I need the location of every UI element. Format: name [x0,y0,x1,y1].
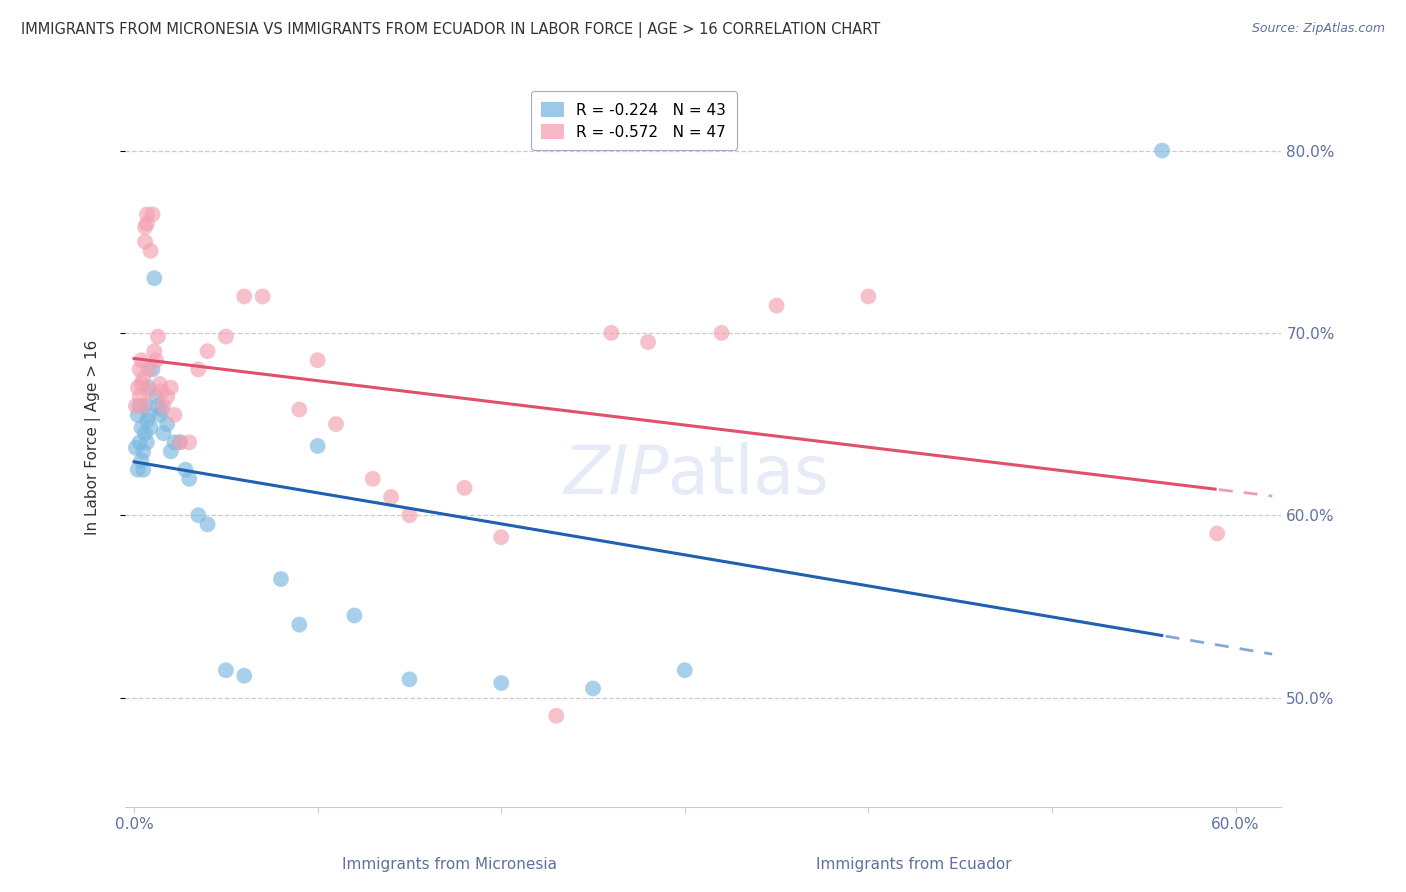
Point [149,376,172,391]
Text: atlas: atlas [668,442,830,508]
Point [145,390,167,404]
Point [380,490,402,504]
Point [134,220,156,235]
Point [125,441,148,455]
Point [489,530,512,544]
Point [187,508,209,523]
Point [270,572,292,586]
Point [127,381,149,395]
Point [127,463,149,477]
Text: Immigrants from Micronesia: Immigrants from Micronesia [343,857,557,872]
Point [143,344,166,359]
Point [138,381,160,395]
Point [134,426,156,441]
Point [197,517,219,532]
Point [141,362,163,376]
Point [131,421,153,435]
Point [325,417,347,431]
Point [288,617,311,632]
Point [179,435,201,450]
Point [546,708,568,723]
Point [159,381,181,395]
Point [169,435,191,450]
Point [131,353,153,368]
Point [361,472,384,486]
Point [1206,526,1229,541]
Point [197,344,219,359]
Point [134,235,156,249]
Point [138,408,160,422]
Point [136,435,159,450]
Point [146,399,169,413]
Point [765,299,787,313]
Point [152,426,174,441]
Point [710,326,733,340]
Point [398,508,420,523]
Point [149,408,172,422]
Point [136,217,159,231]
Point [145,353,167,368]
Point [453,481,475,495]
Point [637,334,659,349]
Point [134,399,156,413]
Point [489,676,512,690]
Point [582,681,605,696]
Point [139,244,162,258]
Point [159,444,181,458]
Text: Source: ZipAtlas.com: Source: ZipAtlas.com [1251,22,1385,36]
Point [600,326,623,340]
Point [174,463,197,477]
Point [132,463,155,477]
Point [150,384,173,399]
Point [139,421,162,435]
Point [132,399,155,413]
Point [143,271,166,285]
Point [821,837,844,851]
Point [132,444,155,458]
Text: Immigrants from Ecuador: Immigrants from Ecuador [815,857,1012,872]
Point [233,289,256,303]
Point [215,329,238,343]
Point [128,362,150,376]
Point [858,289,880,303]
Text: IMMIGRANTS FROM MICRONESIA VS IMMIGRANTS FROM ECUADOR IN LABOR FORCE | AGE > 16 : IMMIGRANTS FROM MICRONESIA VS IMMIGRANTS… [21,22,880,38]
Point [138,384,160,399]
Point [398,673,420,687]
Point [1152,144,1174,158]
Point [163,408,186,422]
Point [131,376,153,391]
Point [673,663,696,677]
Point [128,390,150,404]
Point [169,435,191,450]
Point [187,362,209,376]
Point [163,435,186,450]
Point [233,669,256,683]
Point [128,435,150,450]
Point [307,353,329,368]
Point [288,402,311,417]
Point [125,399,148,413]
Point [136,207,159,221]
Point [156,417,179,431]
Point [343,608,366,623]
Point [138,362,160,376]
Point [179,472,201,486]
Point [146,329,169,343]
Point [128,399,150,413]
Point [307,439,329,453]
Point [141,207,163,221]
Point [152,399,174,413]
Legend: R = -0.224   N = 43, R = -0.572   N = 47: R = -0.224 N = 43, R = -0.572 N = 47 [530,91,737,151]
Point [215,663,238,677]
Point [136,413,159,427]
Point [131,453,153,467]
Text: ZIP: ZIP [562,442,668,508]
Point [156,390,179,404]
Point [252,289,274,303]
Y-axis label: In Labor Force | Age > 16: In Labor Force | Age > 16 [86,340,101,535]
Point [132,371,155,385]
Point [127,408,149,422]
Point [150,402,173,417]
